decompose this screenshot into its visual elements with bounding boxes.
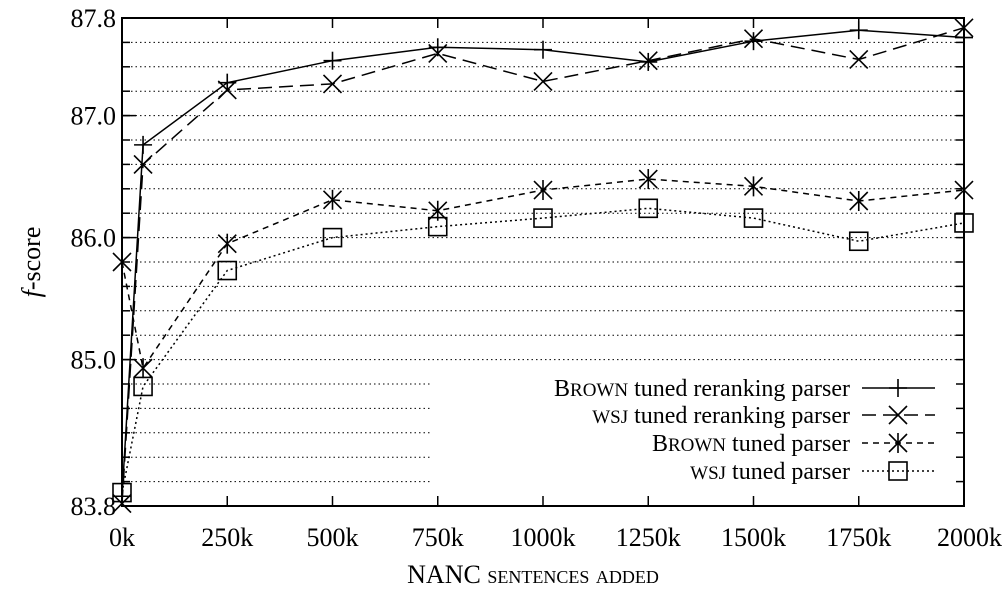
y-axis-title-rest: -score (17, 227, 46, 291)
data-point (743, 176, 764, 197)
series-line (121, 178, 965, 371)
data-point (743, 29, 764, 49)
legend-marker (888, 461, 908, 481)
data-point (848, 231, 869, 252)
y-tick-label: 86.0 (71, 224, 117, 253)
series-4 (112, 198, 974, 503)
data-point (427, 216, 448, 237)
x-tick-label: 1500k (721, 523, 786, 552)
data-point (217, 233, 237, 254)
x-tick-label: 750k (412, 523, 464, 552)
series-3 (112, 169, 974, 379)
data-point (322, 227, 343, 248)
series-line (121, 27, 965, 504)
x-axis-title: NANC sentences added (407, 560, 659, 589)
plot-frame (121, 17, 965, 507)
x-tick-label: 0k (109, 523, 135, 552)
legend-item: WSJ tuned parser (690, 459, 935, 485)
data-point (322, 189, 343, 210)
legend-item: BROWN tuned reranking parser (554, 376, 935, 402)
data-point (533, 71, 553, 92)
x-tick-label: 1750k (826, 523, 891, 552)
legend-label: BROWN tuned reranking parser (554, 376, 850, 402)
series-line (121, 29, 965, 497)
data-point (133, 358, 153, 379)
data-point (428, 43, 448, 63)
x-tick-label: 2000k (937, 523, 1002, 552)
data-point (638, 169, 658, 190)
data-point (323, 51, 342, 70)
y-tick-label: 87.8 (71, 4, 117, 33)
data-point (217, 80, 237, 100)
data-point (849, 191, 869, 211)
data-point (638, 198, 659, 219)
x-tick-label: 1000k (511, 523, 576, 552)
data-point (533, 180, 553, 201)
legend-marker (889, 379, 907, 397)
legend-marker (888, 405, 908, 425)
x-tick-label: 500k (307, 523, 359, 552)
y-tick-label: 87.0 (71, 102, 117, 131)
data-point (744, 32, 763, 51)
legend-item: BROWN tuned parser (652, 431, 935, 457)
x-axis-ticks: 0k 250k 500k 750k 1000k 1250k 1500k 1750k 2000k (109, 18, 1002, 552)
data-point (533, 208, 553, 228)
data-point (133, 154, 153, 174)
data-point (638, 51, 658, 71)
legend-marker (888, 433, 908, 453)
y-tick-label: 83.8 (71, 492, 117, 521)
y-tick-label: 85.0 (71, 346, 117, 375)
data-point (217, 260, 238, 281)
legend-item: WSJ tuned reranking parser (592, 403, 935, 429)
legend-label: WSJ tuned parser (690, 459, 850, 485)
legend-label: BROWN tuned parser (652, 431, 850, 457)
data-point (218, 73, 237, 92)
x-tick-label: 1250k (616, 523, 681, 552)
data-point (134, 135, 153, 154)
data-point (849, 21, 868, 40)
x-tick-label: 250k (201, 523, 253, 552)
series-line (121, 207, 965, 493)
data-point (534, 40, 552, 59)
y-axis-ticks: 83.8 85.0 86.0 87.0 87.8 (71, 4, 136, 521)
data-point (639, 52, 658, 71)
data-point (743, 208, 764, 228)
data-point (849, 49, 869, 70)
y-axis-title-italic: f (17, 286, 46, 297)
y-axis-title: f-score (17, 227, 46, 298)
series-2 (112, 18, 974, 514)
data-point (133, 376, 153, 397)
data-point (322, 74, 343, 94)
legend-label: WSJ tuned reranking parser (592, 403, 850, 429)
